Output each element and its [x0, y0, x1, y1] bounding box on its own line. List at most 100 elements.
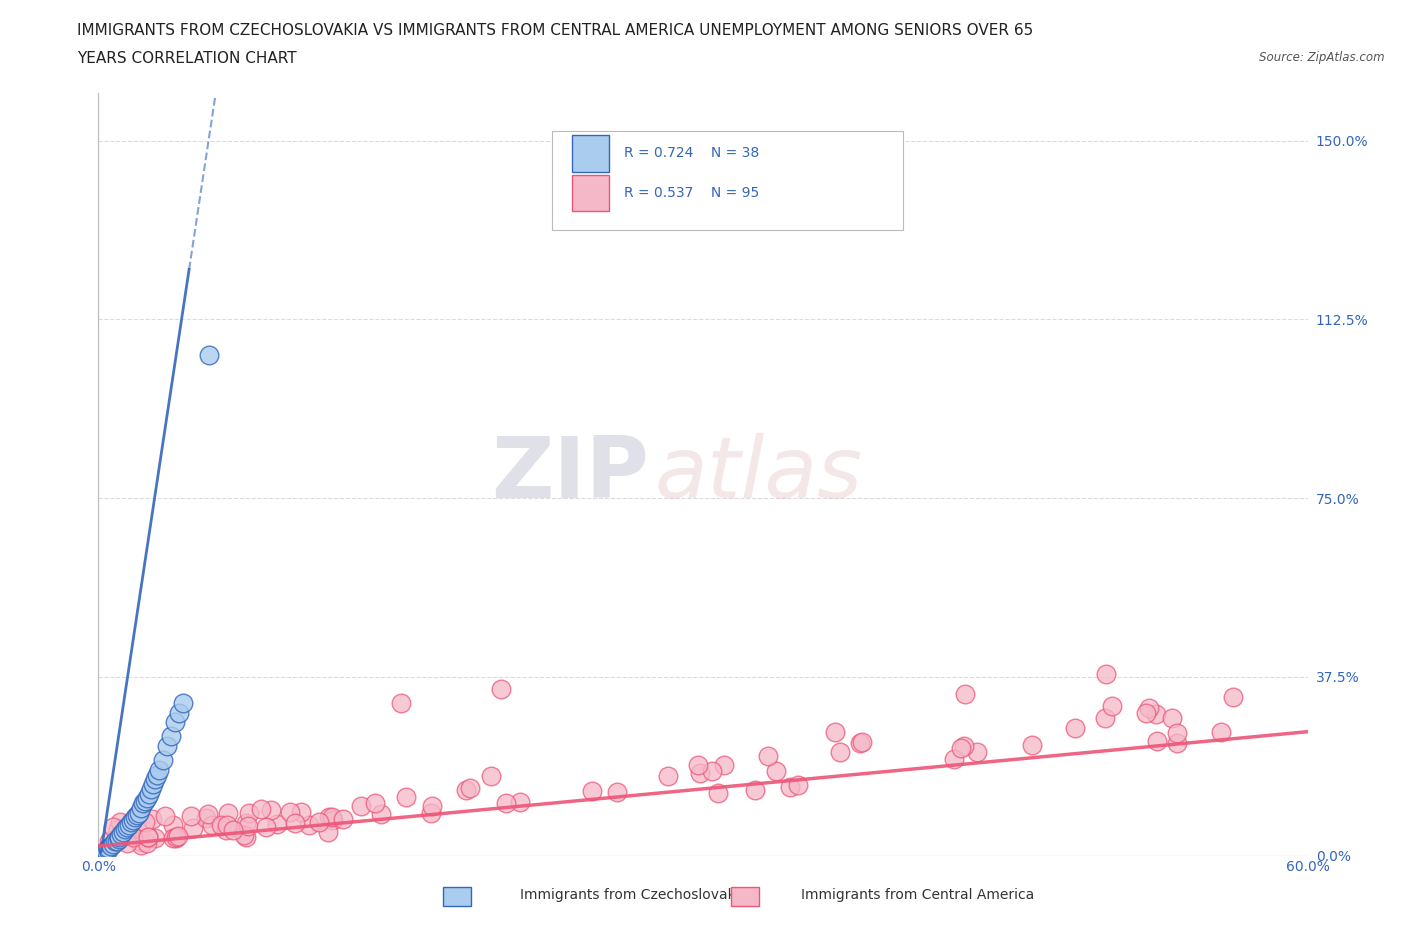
Point	[700, 764, 723, 778]
Point	[322, 813, 344, 828]
Point	[129, 837, 152, 852]
Point	[284, 815, 307, 830]
Point	[1211, 724, 1233, 739]
Point	[509, 794, 531, 809]
Point	[165, 830, 187, 845]
Point	[181, 820, 204, 835]
Point	[136, 830, 159, 844]
Point	[278, 804, 301, 819]
Point	[122, 830, 145, 844]
Point	[125, 807, 148, 822]
Point	[143, 830, 166, 845]
Text: R = 0.724    N = 38: R = 0.724 N = 38	[624, 146, 759, 160]
Point	[101, 820, 124, 835]
Point	[152, 753, 174, 768]
Point	[134, 815, 156, 830]
Point	[167, 829, 190, 844]
Text: Immigrants from Czechoslovakia: Immigrants from Czechoslovakia	[520, 887, 748, 902]
Point	[1095, 667, 1118, 682]
FancyBboxPatch shape	[572, 175, 609, 211]
Point	[479, 768, 502, 783]
Point	[350, 798, 373, 813]
Point	[1135, 705, 1157, 720]
Point	[786, 777, 808, 792]
Point	[107, 821, 129, 836]
Point	[141, 812, 163, 827]
Point	[235, 830, 257, 844]
Point	[689, 765, 711, 780]
Point	[155, 808, 177, 823]
Point	[460, 780, 482, 795]
Point	[370, 806, 392, 821]
Point	[952, 738, 974, 753]
Point	[495, 796, 517, 811]
Point	[688, 757, 710, 772]
Point	[162, 830, 184, 845]
Point	[217, 805, 239, 820]
Text: Source: ZipAtlas.com: Source: ZipAtlas.com	[1260, 51, 1385, 64]
Point	[318, 810, 340, 825]
Point	[581, 784, 603, 799]
Point	[943, 751, 966, 766]
Point	[389, 696, 412, 711]
Point	[105, 834, 128, 849]
Point	[97, 841, 120, 856]
Point	[114, 822, 136, 837]
Point	[121, 813, 143, 828]
Point	[111, 824, 134, 839]
Text: Immigrants from Central America: Immigrants from Central America	[801, 887, 1035, 902]
Point	[136, 830, 159, 844]
Point	[236, 818, 259, 833]
Point	[129, 801, 152, 816]
Point	[139, 781, 162, 796]
Point	[162, 817, 184, 832]
Point	[96, 844, 118, 858]
Point	[101, 836, 124, 851]
Point	[117, 835, 139, 850]
Point	[128, 805, 150, 820]
Point	[454, 782, 477, 797]
Point	[235, 816, 257, 830]
FancyBboxPatch shape	[551, 131, 903, 231]
Text: R = 0.537    N = 95: R = 0.537 N = 95	[624, 186, 759, 200]
Point	[1094, 711, 1116, 725]
Point	[1064, 721, 1087, 736]
Point	[136, 835, 159, 850]
Point	[165, 830, 187, 844]
Point	[851, 735, 873, 750]
Point	[249, 802, 271, 817]
Text: YEARS CORRELATION CHART: YEARS CORRELATION CHART	[77, 51, 297, 66]
Point	[422, 799, 444, 814]
Point	[779, 780, 801, 795]
Point	[828, 744, 851, 759]
Point	[254, 819, 277, 834]
Point	[420, 805, 443, 820]
Point	[98, 833, 121, 848]
Point	[1166, 725, 1188, 740]
Point	[1222, 689, 1244, 704]
Point	[1101, 698, 1123, 713]
Point	[209, 817, 232, 832]
Point	[238, 805, 260, 820]
Point	[713, 758, 735, 773]
Point	[93, 844, 115, 859]
Point	[118, 817, 141, 832]
Point	[108, 815, 131, 830]
Point	[100, 839, 122, 854]
Point	[120, 815, 142, 830]
Point	[201, 817, 224, 832]
Point	[172, 696, 194, 711]
FancyBboxPatch shape	[572, 135, 609, 171]
Point	[222, 823, 245, 838]
Point	[1160, 711, 1182, 725]
Point	[163, 714, 186, 729]
Point	[91, 845, 114, 860]
Point	[132, 796, 155, 811]
Point	[1166, 736, 1188, 751]
Point	[107, 831, 129, 846]
Point	[260, 803, 283, 817]
Point	[103, 834, 125, 849]
Point	[966, 745, 988, 760]
Point	[198, 348, 221, 363]
Point	[290, 805, 312, 820]
